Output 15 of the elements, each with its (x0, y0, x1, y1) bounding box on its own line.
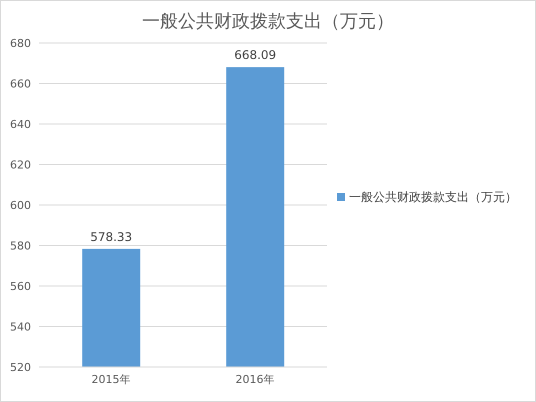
y-tick-label: 560 (10, 280, 31, 293)
legend-label: 一般公共财政拨款支出（万元） (349, 190, 517, 204)
x-tick-label: 2016年 (236, 372, 274, 386)
y-tick-label: 620 (10, 158, 31, 172)
y-tick-label: 580 (10, 239, 31, 252)
y-tick-label: 640 (10, 118, 31, 131)
y-tick-label: 540 (10, 320, 31, 334)
y-tick-label: 520 (10, 360, 31, 374)
chart-title: 一般公共财政拨款支出（万元） (141, 10, 395, 33)
data-label: 578.33 (90, 230, 132, 244)
y-tick-label: 660 (10, 77, 31, 90)
data-label: 668.09 (234, 48, 276, 62)
y-tick-label: 600 (10, 198, 31, 212)
x-tick-label: 2015年 (92, 372, 130, 386)
y-tick-label: 680 (10, 36, 31, 50)
